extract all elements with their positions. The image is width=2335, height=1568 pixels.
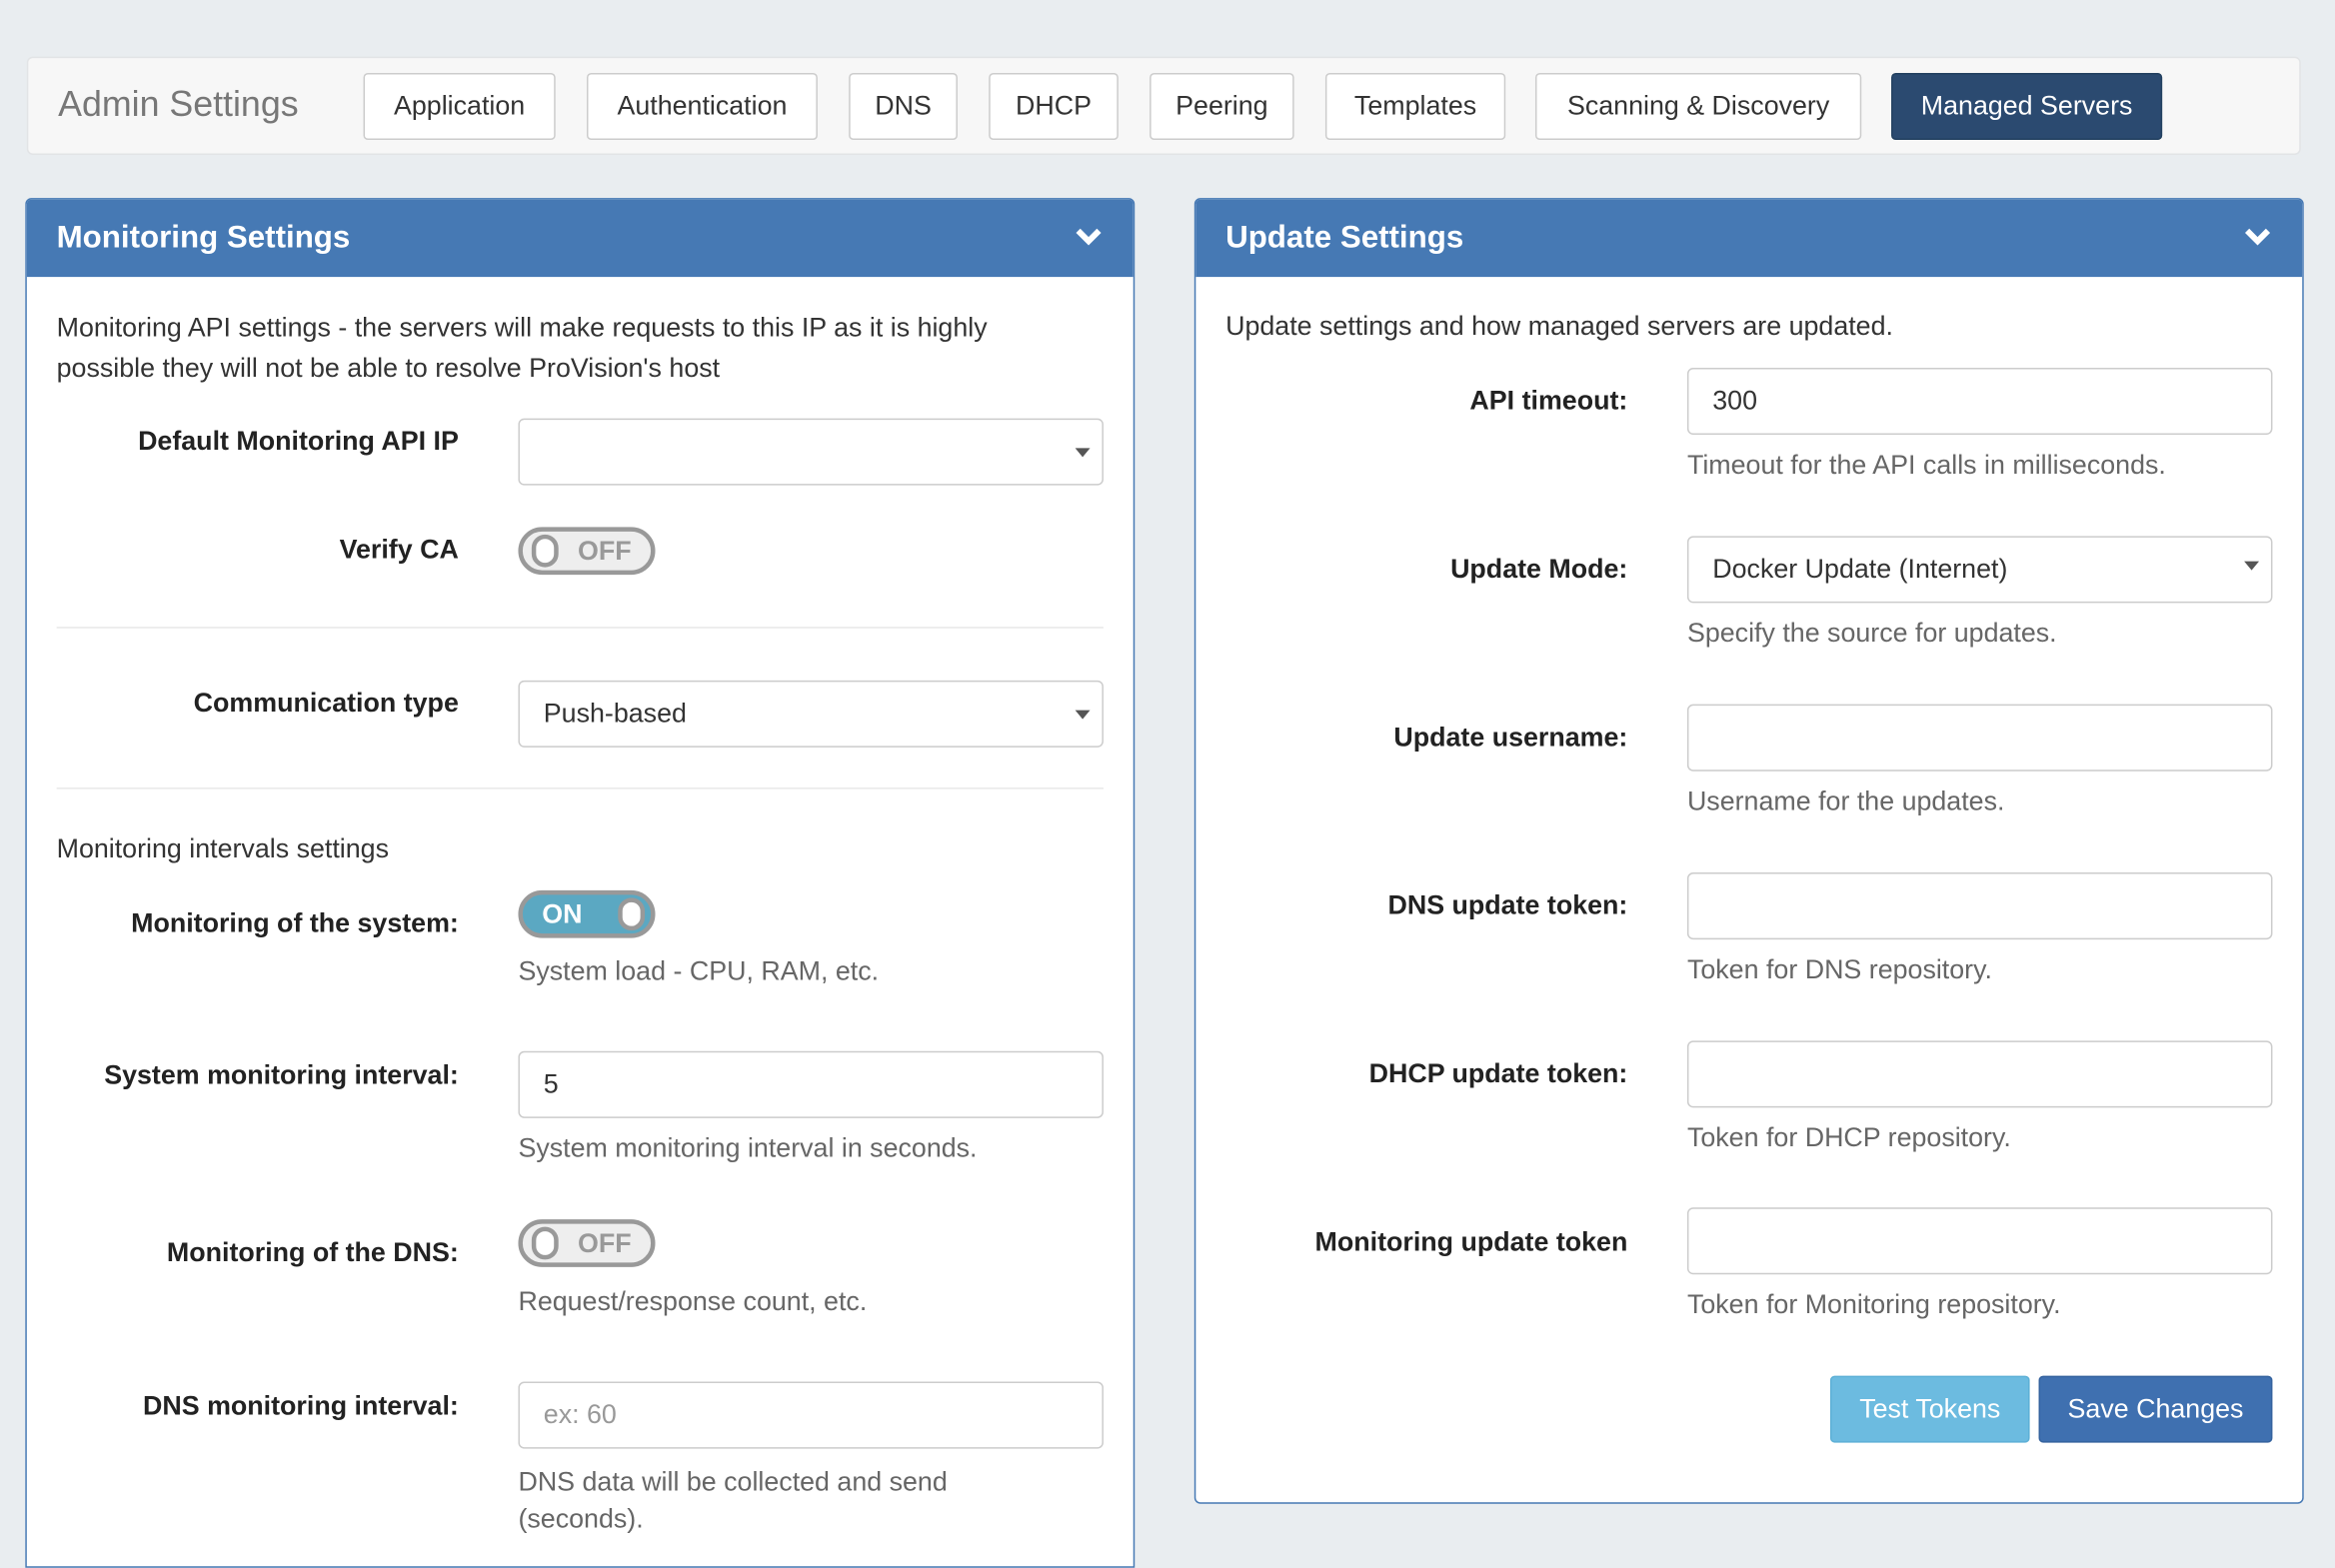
system-monitoring-help: System load - CPU, RAM, etc. bbox=[518, 955, 880, 986]
dns-interval-help: DNS data will be collected and send (sec… bbox=[518, 1466, 948, 1534]
input-value: 5 bbox=[543, 1068, 559, 1099]
dhcp-token-input[interactable] bbox=[1686, 1040, 2273, 1108]
monitoring-description: Monitoring API settings - the servers wi… bbox=[56, 312, 988, 383]
tab-peering[interactable]: Peering bbox=[1150, 73, 1294, 141]
chevron-down-icon[interactable] bbox=[1074, 222, 1104, 252]
verify-ca-label: Verify CA bbox=[339, 534, 459, 565]
tab-templates[interactable]: Templates bbox=[1324, 73, 1506, 141]
dns-token-help: Token for DNS repository. bbox=[1686, 953, 1992, 984]
caret-down-icon bbox=[1075, 448, 1091, 458]
monitoring-panel-header[interactable]: Monitoring Settings bbox=[26, 199, 1134, 278]
monitoring-token-input[interactable] bbox=[1686, 1207, 2273, 1275]
update-panel-header[interactable]: Update Settings bbox=[1195, 199, 2303, 278]
caret-down-icon bbox=[1075, 710, 1091, 720]
dhcp-token-label: DHCP update token: bbox=[1368, 1058, 1628, 1089]
toggle-state: OFF bbox=[578, 536, 632, 567]
toggle-state: ON bbox=[542, 898, 583, 929]
update-settings-panel: Update Settings Update settings and how … bbox=[1193, 198, 2304, 1504]
dns-interval-label: DNS monitoring interval: bbox=[142, 1390, 459, 1421]
verify-ca-toggle[interactable]: OFF bbox=[518, 527, 656, 576]
divider bbox=[56, 787, 1104, 789]
dns-monitoring-toggle[interactable]: OFF bbox=[518, 1219, 656, 1267]
monitoring-token-label: Monitoring update token bbox=[1314, 1226, 1628, 1257]
system-interval-help: System monitoring interval in seconds. bbox=[518, 1132, 978, 1163]
dns-token-label: DNS update token: bbox=[1387, 889, 1628, 920]
tab-dhcp[interactable]: DHCP bbox=[989, 73, 1119, 141]
dhcp-token-help: Token for DHCP repository. bbox=[1686, 1122, 2011, 1153]
tab-managed-servers[interactable]: Managed Servers bbox=[1891, 73, 2163, 141]
system-interval-input[interactable]: 5 bbox=[518, 1050, 1104, 1118]
test-tokens-button[interactable]: Test Tokens bbox=[1829, 1375, 2030, 1443]
toggle-knob bbox=[618, 897, 646, 931]
page-title: Admin Settings bbox=[58, 84, 299, 126]
toggle-state: OFF bbox=[578, 1228, 632, 1258]
select-value: Docker Update (Internet) bbox=[1712, 554, 2008, 585]
panel-title: Update Settings bbox=[1225, 220, 1464, 255]
update-description: Update settings and how managed servers … bbox=[1225, 311, 1893, 342]
tab-application[interactable]: Application bbox=[363, 73, 556, 141]
default-api-ip-label: Default Monitoring API IP bbox=[138, 426, 459, 456]
dns-token-input[interactable] bbox=[1686, 872, 2273, 940]
tab-scanning-discovery[interactable]: Scanning & Discovery bbox=[1534, 73, 1862, 141]
update-mode-help: Specify the source for updates. bbox=[1686, 618, 2057, 649]
admin-settings-bar: Admin Settings Application Authenticatio… bbox=[26, 56, 2301, 155]
update-username-input[interactable] bbox=[1686, 704, 2273, 772]
api-timeout-help: Timeout for the API calls in millisecond… bbox=[1686, 449, 2166, 480]
update-mode-select[interactable]: Docker Update (Internet) bbox=[1686, 536, 2273, 604]
toggle-knob bbox=[531, 1226, 559, 1260]
system-monitoring-label: Monitoring of the system: bbox=[131, 907, 459, 938]
input-placeholder: ex: 60 bbox=[543, 1399, 617, 1430]
caret-down-icon bbox=[2244, 561, 2260, 571]
api-timeout-label: API timeout: bbox=[1469, 385, 1628, 416]
select-value: Push-based bbox=[543, 698, 687, 729]
monitoring-settings-panel: Monitoring Settings Monitoring API setti… bbox=[25, 198, 1136, 1568]
divider bbox=[56, 627, 1104, 629]
monitoring-token-help: Token for Monitoring repository. bbox=[1686, 1289, 2061, 1319]
system-monitoring-toggle[interactable]: ON bbox=[518, 889, 656, 938]
communication-type-select[interactable]: Push-based bbox=[518, 680, 1104, 748]
api-timeout-input[interactable]: 300 bbox=[1686, 367, 2273, 436]
update-mode-label: Update Mode: bbox=[1450, 554, 1628, 585]
default-api-ip-select[interactable] bbox=[518, 418, 1104, 486]
communication-type-label: Communication type bbox=[193, 688, 459, 719]
intervals-heading: Monitoring intervals settings bbox=[56, 833, 390, 864]
input-value: 300 bbox=[1712, 385, 1758, 416]
chevron-down-icon[interactable] bbox=[2243, 222, 2273, 252]
panel-title: Monitoring Settings bbox=[56, 220, 351, 255]
system-interval-label: System monitoring interval: bbox=[104, 1059, 459, 1090]
dns-interval-input[interactable]: ex: 60 bbox=[518, 1381, 1104, 1449]
toggle-knob bbox=[531, 534, 559, 568]
tab-dns[interactable]: DNS bbox=[849, 73, 958, 141]
save-changes-button[interactable]: Save Changes bbox=[2038, 1375, 2273, 1443]
update-username-help: Username for the updates. bbox=[1686, 785, 2005, 816]
update-username-label: Update username: bbox=[1393, 722, 1628, 753]
dns-monitoring-help: Request/response count, etc. bbox=[518, 1286, 868, 1316]
tab-authentication[interactable]: Authentication bbox=[586, 73, 818, 141]
dns-monitoring-label: Monitoring of the DNS: bbox=[166, 1237, 459, 1267]
